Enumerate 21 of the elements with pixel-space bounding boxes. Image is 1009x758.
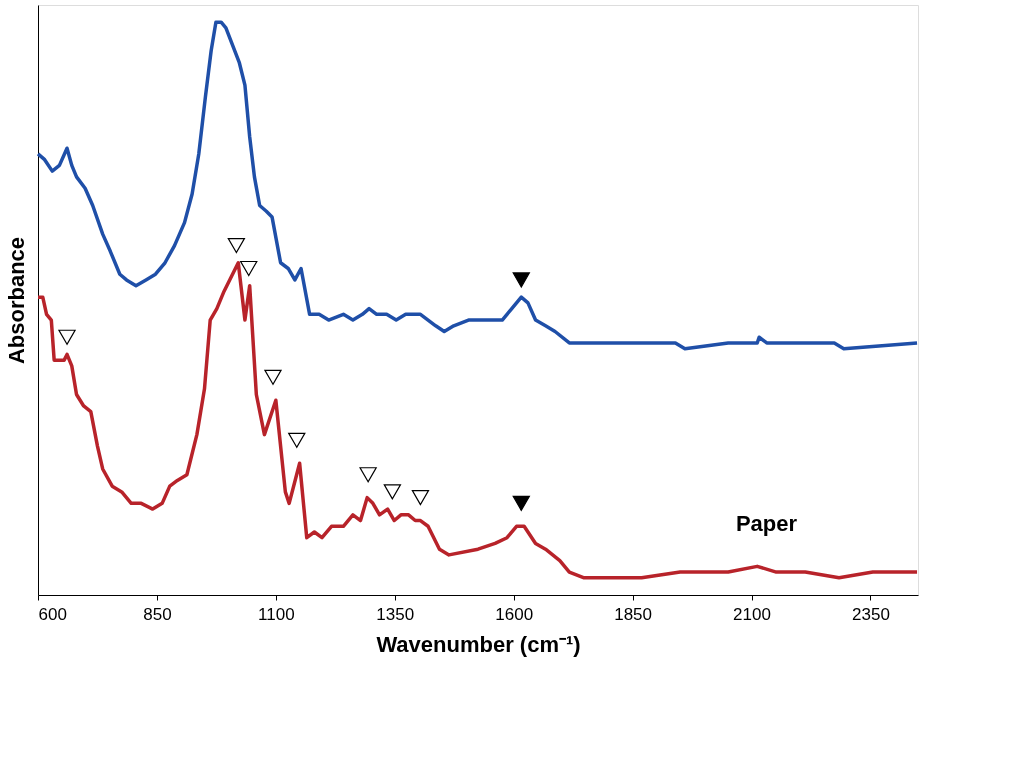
point bbox=[264, 369, 282, 385]
x-tick-label: 600 bbox=[38, 604, 67, 624]
point bbox=[288, 432, 306, 448]
x-tick-label: 1350 bbox=[376, 604, 415, 624]
point bbox=[411, 490, 430, 506]
point bbox=[58, 329, 76, 345]
point bbox=[359, 467, 377, 483]
point bbox=[227, 238, 246, 254]
x-tick-label: 850 bbox=[143, 604, 172, 624]
x-tick-label: 1100 bbox=[258, 604, 295, 624]
point bbox=[383, 484, 402, 500]
point bbox=[240, 260, 258, 277]
x-tick-label: 1850 bbox=[614, 604, 653, 624]
point bbox=[512, 495, 530, 511]
y-axis-title: Absorbance bbox=[3, 236, 29, 365]
x-tick-label: 1600 bbox=[495, 604, 534, 624]
x-tick-label: 2100 bbox=[733, 604, 771, 624]
x-tick-label: 2350 bbox=[852, 604, 890, 624]
x-axis-title: Wavenumber (cm⁻¹) bbox=[376, 631, 581, 657]
point bbox=[512, 272, 530, 288]
series-label: Paper bbox=[735, 511, 798, 537]
